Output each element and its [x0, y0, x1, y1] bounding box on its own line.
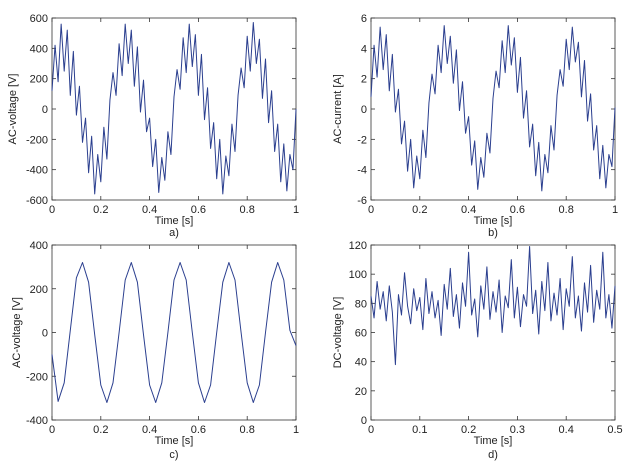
x-tick-label: 0.4 [559, 424, 574, 436]
x-axis-label: Time [s] [155, 215, 194, 227]
x-tick-label: 0 [49, 204, 55, 216]
y-tick-label: 200 [30, 74, 48, 86]
x-tick-label: 0.8 [240, 204, 255, 216]
x-tick-label: 0.4 [142, 204, 157, 216]
y-tick-label: 600 [30, 13, 48, 25]
x-tick-label: 0.8 [559, 204, 574, 216]
y-tick-label: -200 [26, 371, 48, 383]
y-tick-label: 0 [42, 328, 48, 340]
y-tick-label: 80 [355, 298, 367, 310]
y-tick-label: -200 [26, 134, 48, 146]
x-tick-label: 0.5 [607, 424, 622, 436]
x-axis-label: Time [s] [474, 435, 513, 447]
panel-label: b) [488, 227, 498, 239]
x-tick-label: 0 [49, 424, 55, 436]
y-tick-label: -400 [26, 415, 48, 427]
y-tick-label: 20 [355, 386, 367, 398]
y-tick-label: -4 [357, 165, 367, 177]
y-tick-label: -6 [357, 195, 367, 207]
y-tick-label: -2 [357, 134, 367, 146]
x-tick-label: 0.6 [510, 204, 525, 216]
x-tick-label: 0 [368, 424, 374, 436]
y-axis-label: DC-voltage [V] [332, 297, 344, 369]
panel-b: 0 0.2 0.4 0.6 0.8 1 -6 -4 -2 0 2 4 6 Time [s] AC-curre… [332, 13, 618, 239]
x-tick-label: 0.6 [191, 204, 206, 216]
x-tick-label: 0.2 [93, 424, 108, 436]
y-tick-label: 400 [30, 43, 48, 55]
x-tick-label: 0.3 [510, 424, 525, 436]
panel-label: c) [169, 449, 178, 461]
x-tick-label: 0.4 [461, 204, 476, 216]
series-line [370, 25, 616, 192]
x-axis-label: Time [s] [474, 215, 513, 227]
plot-area [51, 244, 297, 421]
y-axis-label: AC-voltage [V] [7, 74, 19, 145]
panel-label: a) [169, 227, 179, 239]
y-tick-label: 0 [361, 415, 367, 427]
x-tick-label: 0.6 [191, 424, 206, 436]
y-tick-label: 2 [361, 74, 367, 86]
x-tick-label: 0.4 [142, 424, 157, 436]
panel-d: 0 0.1 0.2 0.3 0.4 0.5 0 20 40 60 80 100 120 Time [s] D… [332, 240, 623, 461]
y-tick-label: 100 [349, 269, 367, 281]
y-tick-label: 4 [361, 43, 367, 55]
series-line [51, 262, 297, 403]
y-tick-label: -400 [26, 165, 48, 177]
series-line [51, 22, 297, 195]
x-axis-label: Time [s] [155, 435, 194, 447]
x-tick-label: 0.2 [461, 424, 476, 436]
x-tick-label: 0.2 [93, 204, 108, 216]
panel-c: 0 0.2 0.4 0.6 0.8 1 -400 -200 0 200 400 Time [s] AC-… [11, 240, 299, 461]
x-tick-label: 1 [293, 424, 299, 436]
y-tick-label: 40 [355, 357, 367, 369]
y-tick-label: 200 [30, 284, 48, 296]
y-tick-label: 120 [349, 240, 367, 252]
x-tick-label: 0.2 [412, 204, 427, 216]
y-tick-label: -600 [26, 195, 48, 207]
x-tick-label: 0 [368, 204, 374, 216]
x-tick-label: 1 [293, 204, 299, 216]
y-tick-label: 6 [361, 13, 367, 25]
y-axis-label: AC-voltage [V] [11, 297, 23, 368]
y-tick-label: 0 [42, 104, 48, 116]
x-tick-label: 0.8 [240, 424, 255, 436]
series-line [370, 245, 616, 366]
y-tick-label: 60 [355, 328, 367, 340]
panel-label: d) [488, 449, 498, 461]
x-tick-label: 1 [612, 204, 618, 216]
y-tick-label: 0 [361, 104, 367, 116]
y-tick-label: 400 [30, 240, 48, 252]
x-tick-label: 0.1 [412, 424, 427, 436]
plot-area [370, 244, 616, 421]
y-axis-label: AC-current [A] [332, 74, 344, 144]
panel-a: 0 0.2 0.4 0.6 0.8 1 -600 -400 -200 0 200 400 600 Time… [7, 13, 299, 239]
